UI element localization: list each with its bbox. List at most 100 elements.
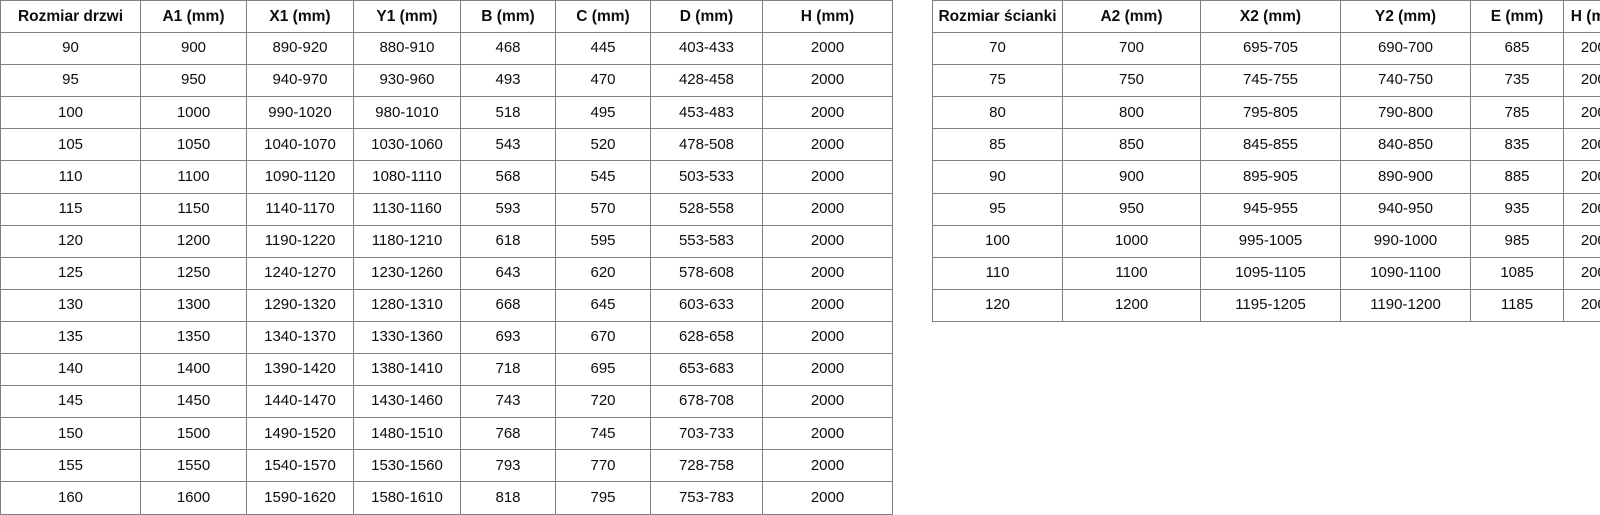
table-cell: 685 [1471, 33, 1564, 65]
wall-column-header-1: A2 (mm) [1063, 1, 1201, 33]
table-cell: 528-558 [651, 193, 763, 225]
table-cell: 785 [1471, 97, 1564, 129]
table-cell: 1330-1360 [354, 321, 461, 353]
table-cell: 700 [1063, 33, 1201, 65]
table-cell: 1340-1370 [247, 321, 354, 353]
table-cell: 1050 [141, 129, 247, 161]
table-cell: 570 [556, 193, 651, 225]
table-cell: 745-755 [1201, 65, 1341, 97]
table-cell: 595 [556, 225, 651, 257]
table-cell: 100 [1, 97, 141, 129]
table-cell: 1200 [141, 225, 247, 257]
door-column-header-5: C (mm) [556, 1, 651, 33]
table-cell: 70 [933, 33, 1063, 65]
table-cell: 1090-1100 [1341, 257, 1471, 289]
table-cell: 2000 [763, 33, 893, 65]
table-cell: 1030-1060 [354, 129, 461, 161]
table-cell: 750 [1063, 65, 1201, 97]
table-cell: 1150 [141, 193, 247, 225]
table-cell: 135 [1, 321, 141, 353]
table-cell: 950 [141, 65, 247, 97]
table-cell: 668 [461, 289, 556, 321]
table-cell: 743 [461, 386, 556, 418]
table-cell: 1130-1160 [354, 193, 461, 225]
table-cell: 578-608 [651, 257, 763, 289]
table-cell: 2000 [1564, 289, 1600, 321]
table-cell: 95 [1, 65, 141, 97]
table-cell: 503-533 [651, 161, 763, 193]
table-cell: 1580-1610 [354, 482, 461, 514]
table-cell: 1390-1420 [247, 354, 354, 386]
table-cell: 120 [1, 225, 141, 257]
table-cell: 1250 [141, 257, 247, 289]
table-cell: 1240-1270 [247, 257, 354, 289]
table-cell: 110 [1, 161, 141, 193]
table-cell: 930-960 [354, 65, 461, 97]
door-column-header-2: X1 (mm) [247, 1, 354, 33]
table-cell: 468 [461, 33, 556, 65]
wall-column-header-5: H (mm) [1564, 1, 1600, 33]
door-column-header-3: Y1 (mm) [354, 1, 461, 33]
table-cell: 1600 [141, 482, 247, 514]
table-cell: 493 [461, 65, 556, 97]
table-cell: 1380-1410 [354, 354, 461, 386]
table-cell: 2000 [1564, 257, 1600, 289]
table-cell: 695 [556, 354, 651, 386]
table-cell: 935 [1471, 193, 1564, 225]
table-cell: 1100 [1063, 257, 1201, 289]
table-cell: 125 [1, 257, 141, 289]
table-cell: 740-750 [1341, 65, 1471, 97]
table-cell: 495 [556, 97, 651, 129]
table-cell: 1195-1205 [1201, 289, 1341, 321]
door-column-header-0: Rozmiar drzwi [1, 1, 141, 33]
table-cell: 643 [461, 257, 556, 289]
table-cell: 1230-1260 [354, 257, 461, 289]
table-cell: 2000 [763, 97, 893, 129]
table-cell: 90 [1, 33, 141, 65]
table-cell: 670 [556, 321, 651, 353]
table-cell: 90 [933, 161, 1063, 193]
table-cell: 1540-1570 [247, 450, 354, 482]
table-cell: 850 [1063, 129, 1201, 161]
table-cell: 2000 [1564, 129, 1600, 161]
table-cell: 1185 [1471, 289, 1564, 321]
table-cell: 150 [1, 418, 141, 450]
table-cell: 2000 [763, 354, 893, 386]
table-cell: 478-508 [651, 129, 763, 161]
table-cell: 1180-1210 [354, 225, 461, 257]
table-cell: 1300 [141, 289, 247, 321]
table-cell: 1095-1105 [1201, 257, 1341, 289]
table-cell: 155 [1, 450, 141, 482]
table-cell: 470 [556, 65, 651, 97]
table-cell: 1000 [1063, 225, 1201, 257]
table-cell: 2000 [763, 450, 893, 482]
table-cell: 1400 [141, 354, 247, 386]
table-cell: 453-483 [651, 97, 763, 129]
table-cell: 800 [1063, 97, 1201, 129]
table-cell: 900 [1063, 161, 1201, 193]
table-cell: 2000 [763, 482, 893, 514]
table-cell: 1080-1110 [354, 161, 461, 193]
table-cell: 110 [933, 257, 1063, 289]
table-cell: 940-950 [1341, 193, 1471, 225]
table-cell: 2000 [1564, 225, 1600, 257]
table-cell: 145 [1, 386, 141, 418]
table-cell: 543 [461, 129, 556, 161]
table-cell: 890-900 [1341, 161, 1471, 193]
table-cell: 593 [461, 193, 556, 225]
table-cell: 1550 [141, 450, 247, 482]
